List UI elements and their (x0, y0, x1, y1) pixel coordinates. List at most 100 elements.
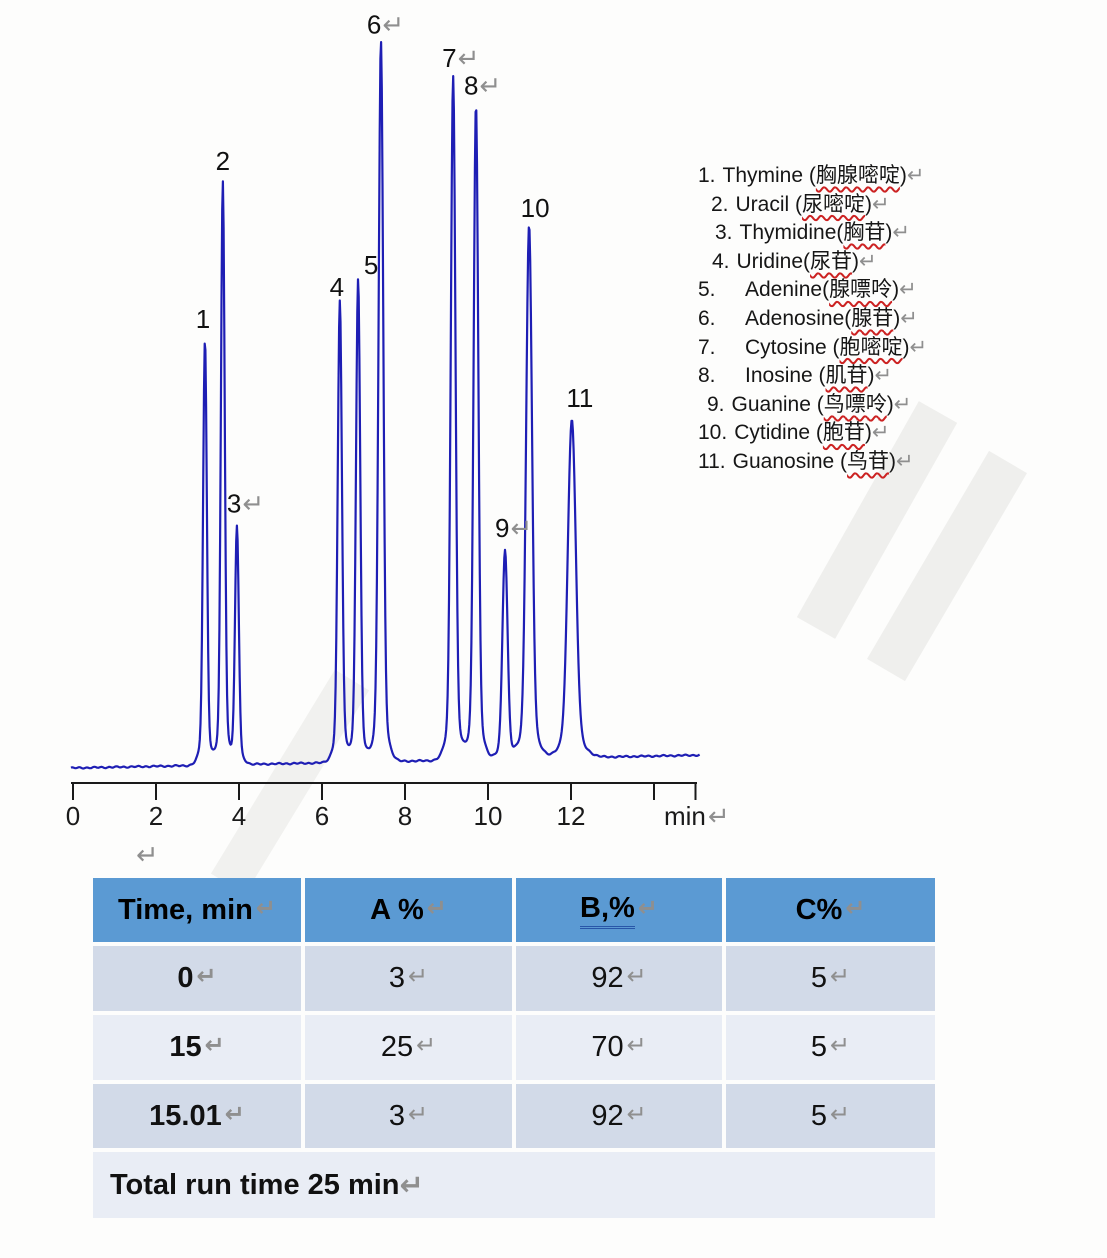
legend-item-name-en: Uridine( (736, 249, 811, 273)
legend-item-name-zh: 胸苷 (843, 221, 886, 245)
axis-tick-label: 10 (474, 801, 503, 831)
pilcrow-mark: ↵ (906, 164, 925, 187)
header-label: B,% (580, 892, 635, 929)
legend-item-number: 8. (698, 364, 716, 388)
peak-label: 5 (364, 250, 378, 280)
peak-label: 10 (521, 193, 550, 223)
legend-close-paren: ) (886, 392, 894, 416)
legend-item-name-en: Adenosine( (745, 306, 852, 330)
table-cell: 92 ↵ (516, 1084, 722, 1148)
legend-close-paren: ) (867, 364, 875, 388)
legend-item-name-zh: 尿嘧啶 (802, 192, 866, 216)
legend-item-name-zh: 胞嘧啶 (839, 335, 903, 359)
pilcrow-mark: ↵ (872, 192, 890, 216)
legend-item: 3. Thymidine(胸苷) ↵ (715, 219, 927, 248)
pilcrow-mark: ↵ (845, 894, 866, 922)
cell-value: 92 (591, 1099, 624, 1132)
pilcrow-mark: ↵ (899, 278, 917, 302)
table-cell: 5 ↵ (726, 946, 935, 1011)
legend-item-name-en: Inosine ( (745, 364, 826, 388)
legend-item-name-en: Thymine ( (722, 164, 816, 187)
legend-close-paren: ) (864, 421, 872, 445)
cell-value: 15.01 (149, 1099, 222, 1132)
legend-close-paren: ) (865, 192, 873, 216)
peak-label: 1 (196, 304, 210, 334)
axis-tick-label: 2 (149, 801, 163, 831)
legend-item-number: 3. (715, 221, 733, 245)
cell-value: 15 (169, 1031, 202, 1063)
legend-item-number: 4. (712, 249, 730, 273)
table-footer: Total run time 25 min ↵ (93, 1152, 935, 1218)
legend-item-name-zh: 腺苷 (851, 306, 894, 330)
cell-value: 5 (810, 1031, 828, 1063)
pilcrow-mark: ↵ (416, 1032, 437, 1059)
pilcrow-mark: ↵ (408, 963, 429, 990)
table-cell: 3 ↵ (305, 1084, 512, 1148)
cell-value: 0 (177, 962, 194, 994)
legend-close-paren: ) (902, 335, 910, 359)
pilcrow-mark: ↵ (871, 421, 890, 445)
legend-item-name-zh: 肌苷 (825, 364, 868, 388)
pilcrow-mark: ↵ (830, 1032, 851, 1059)
peak-label: 7↵ (442, 43, 479, 73)
cell-value: 3 (388, 1099, 406, 1132)
table-header-cell-b: B,% ↵ (516, 878, 722, 942)
axis-unit-label: min↵ (664, 801, 730, 831)
legend-item: 8. Inosine (肌苷) ↵ (698, 362, 927, 391)
legend-item-name-en: Cytidine ( (734, 421, 823, 445)
header-label: Time, min (118, 893, 253, 926)
header-label: A % (370, 893, 424, 926)
legend-item-name-zh: 腺嘌呤 (829, 278, 893, 302)
legend-item-name-zh: 鸟嘌呤 (823, 392, 887, 416)
peak-label: 9↵ (495, 513, 532, 543)
table-cell: 92 ↵ (516, 946, 722, 1011)
legend-item: 9. Guanine (鸟嘌呤) ↵ (707, 391, 927, 420)
pilcrow-mark: ↵ (426, 894, 447, 922)
axis-tick-label: 6 (315, 801, 329, 831)
pilcrow-mark: ↵ (224, 1100, 245, 1128)
peak-label: 6↵ (367, 10, 404, 40)
legend-item-number: 2. (711, 192, 729, 216)
cell-value: 3 (388, 962, 406, 994)
pilcrow-mark: ↵ (399, 1169, 424, 1202)
legend-item: 4. Uridine(尿苷) ↵ (712, 248, 927, 277)
table-cell: 15 ↵ (93, 1015, 301, 1080)
table-header-cell-time: Time, min ↵ (93, 878, 301, 942)
legend-item-name-zh: 尿苷 (810, 249, 853, 273)
table-cell: 5 ↵ (726, 1084, 935, 1148)
pilcrow-mark: ↵ (830, 963, 851, 990)
legend-close-paren: ) (889, 449, 897, 473)
chromatogram-trace (70, 41, 701, 770)
pilcrow-mark: ↵ (900, 306, 918, 330)
footer-label: Total run time 25 min (110, 1168, 400, 1201)
peak-label: 3↵ (227, 489, 264, 519)
pilcrow-mark: ↵ (892, 221, 910, 245)
legend-close-paren: ) (885, 221, 893, 245)
peak-label: 11 (566, 383, 593, 413)
legend-item-number: 6. (698, 306, 716, 330)
legend-item-name-zh: 胞苷 (822, 421, 865, 445)
pilcrow-mark: ↵ (255, 894, 276, 922)
legend-close-paren: ) (892, 278, 900, 302)
pilcrow-mark: ↵ (626, 963, 647, 990)
table-cell: 3 ↵ (305, 946, 512, 1011)
table-cell: 15.01 ↵ (93, 1084, 301, 1148)
header-label: C% (795, 893, 843, 926)
axis-tick-label: 12 (557, 801, 586, 831)
pilcrow-mark: ↵ (830, 1100, 851, 1128)
legend-item: 2. Uracil (尿嘧啶) ↵ (711, 191, 927, 220)
watermark-stroke (796, 401, 958, 639)
pilcrow-mark: ↵ (637, 894, 658, 922)
cell-value: 70 (591, 1031, 624, 1063)
legend-item-name-en: Uracil ( (735, 192, 803, 216)
pilcrow-mark: ↵ (893, 392, 912, 416)
pilcrow-mark: ↵ (408, 1100, 429, 1128)
table-cell: 5 ↵ (726, 1015, 935, 1080)
legend-item-number: 7. (698, 335, 716, 359)
pilcrow-mark: ↵ (909, 335, 928, 359)
paragraph-mark: ↵ (136, 840, 159, 870)
peak-legend: 1. Thymine (胸腺嘧啶) ↵ 2. Uracil (尿嘧啶) ↵ 3. Thymid… (698, 162, 927, 477)
legend-close-paren: ) (899, 164, 907, 187)
